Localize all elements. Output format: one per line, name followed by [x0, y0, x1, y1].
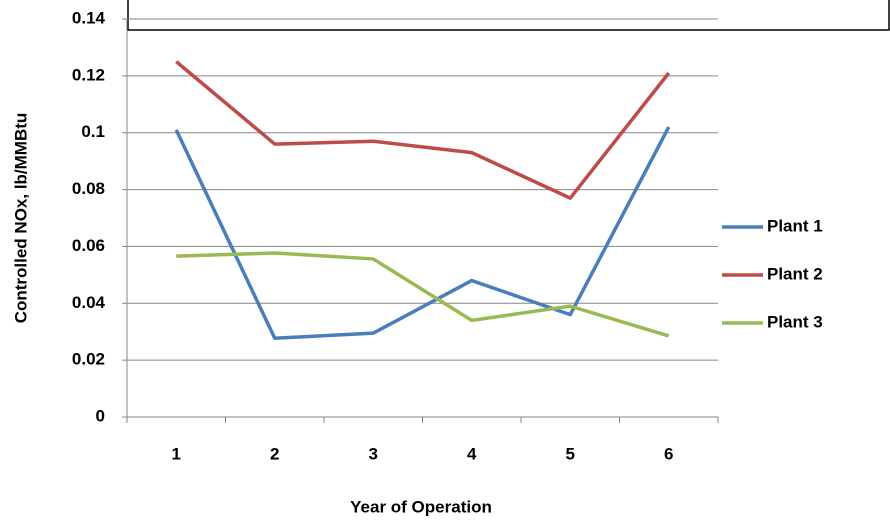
y-axis-title: Controlled NOx, lb/MMBtu — [11, 113, 30, 324]
title-box — [127, 0, 890, 31]
y-tick-label: 0 — [96, 406, 105, 425]
series-line — [176, 251, 670, 338]
x-tick-label: 1 — [172, 444, 181, 463]
x-tick-label: 2 — [270, 444, 279, 463]
y-tick-label: 0.14 — [72, 8, 106, 27]
x-tick-label: 5 — [566, 444, 575, 463]
x-axis-title: Year of Operation — [350, 497, 492, 516]
legend-label: Plant 1 — [767, 216, 823, 235]
x-tick-label: 3 — [369, 444, 378, 463]
y-tick-label: 0.1 — [81, 122, 105, 141]
y-tick-label: 0.04 — [72, 293, 106, 312]
y-tick-label: 0.08 — [72, 179, 105, 198]
legend-label: Plant 3 — [767, 312, 823, 331]
y-tick-label: 0.02 — [72, 350, 105, 369]
legend-label: Plant 2 — [767, 264, 823, 283]
y-tick-label: 0.06 — [72, 236, 105, 255]
x-tick-label: 6 — [664, 444, 673, 463]
series-line — [175, 60, 671, 200]
series-line — [174, 126, 671, 341]
x-tick-label: 4 — [467, 444, 477, 463]
y-tick-label: 0.12 — [72, 65, 105, 84]
